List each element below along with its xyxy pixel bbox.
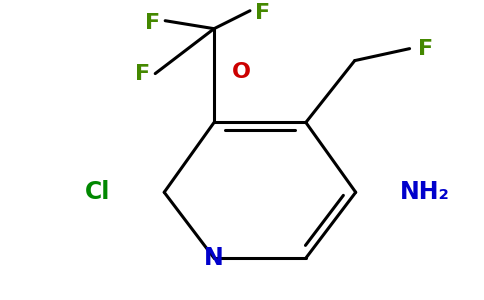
Text: F: F: [255, 3, 270, 23]
Text: Cl: Cl: [85, 180, 110, 204]
Text: F: F: [418, 39, 433, 58]
Text: F: F: [145, 13, 160, 33]
Text: O: O: [232, 61, 251, 82]
Text: NH₂: NH₂: [400, 180, 450, 204]
Text: F: F: [135, 64, 150, 84]
Text: N: N: [204, 246, 224, 270]
